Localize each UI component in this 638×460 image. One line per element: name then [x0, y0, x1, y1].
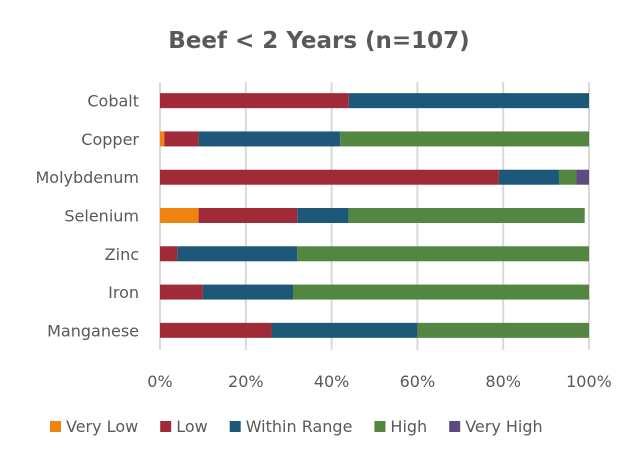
bar-segment-within-range	[202, 284, 293, 300]
category-label: Manganese	[47, 321, 139, 340]
legend-swatch	[374, 421, 386, 432]
x-tick-label: 40%	[314, 372, 350, 391]
category-label: Selenium	[64, 207, 139, 226]
bar-segment-low	[160, 322, 272, 338]
bars	[160, 93, 589, 338]
bar-segment-very-low	[160, 131, 165, 147]
bar-segment-low	[160, 246, 178, 262]
legend-label: Very Low	[66, 417, 138, 436]
bar-segment-within-range	[348, 93, 589, 109]
bar-segment-high	[348, 208, 585, 223]
legend: Very Low Low Within Range High Very High	[50, 417, 543, 436]
bar-segment-low	[164, 131, 199, 147]
bar-segment-within-range	[177, 246, 298, 262]
category-label: Copper	[81, 130, 139, 149]
bar-segment-low	[198, 208, 298, 223]
legend-swatch	[449, 421, 461, 432]
category-label: Zinc	[105, 245, 139, 264]
bar-segment-very-low	[160, 208, 199, 223]
bar-segment-high	[292, 284, 589, 300]
x-tick-label: 80%	[485, 372, 521, 391]
category-label: Molybdenum	[35, 168, 139, 187]
bar-segment-within-range	[198, 131, 341, 147]
bar-segment-high	[417, 322, 589, 338]
bar-segment-low	[160, 284, 203, 300]
bar-segment-high	[297, 246, 589, 262]
bar-segment-within-range	[297, 208, 349, 223]
bar-segment-high	[558, 169, 577, 185]
legend-label: Low	[176, 417, 208, 436]
x-tick-label: 100%	[566, 372, 612, 391]
category-label: Iron	[108, 283, 139, 302]
category-labels: Cobalt Copper Molybdenum Selenium Zinc Iron Ma…	[35, 92, 139, 341]
x-tick-label: 60%	[400, 372, 436, 391]
bar-segment-within-range	[271, 322, 418, 338]
x-tick-labels: 0% 20% 40% 60% 80% 100%	[147, 372, 612, 391]
legend-label: Very High	[465, 417, 542, 436]
bar-segment-high	[340, 131, 589, 147]
bar-segment-within-range	[498, 169, 559, 185]
legend-swatch	[229, 421, 241, 432]
legend-label: Within Range	[246, 417, 353, 436]
x-tick-label: 0%	[147, 372, 172, 391]
category-label: Cobalt	[87, 92, 139, 111]
bar-segment-low	[160, 93, 349, 109]
bar-segment-low	[160, 169, 499, 185]
legend-swatch	[50, 421, 61, 432]
chart-title: Beef < 2 Years (n=107)	[168, 28, 469, 54]
legend-swatch	[160, 421, 172, 432]
x-tick-label: 20%	[228, 372, 264, 391]
bar-segment-very-high	[576, 169, 589, 185]
legend-label: High	[390, 417, 427, 436]
